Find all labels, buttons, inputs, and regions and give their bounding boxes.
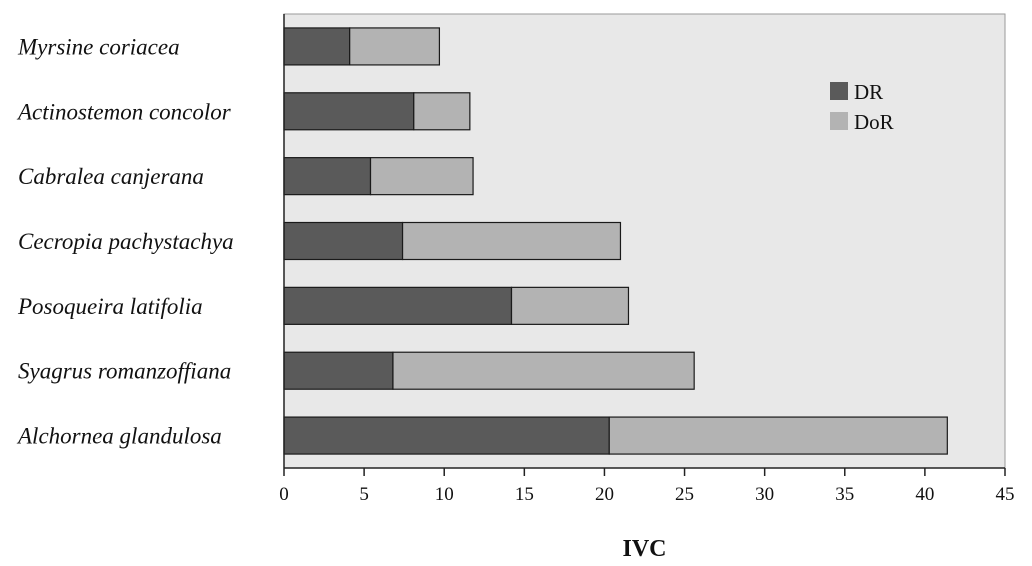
category-label: Cabralea canjerana [18,164,204,189]
category-labels: Myrsine coriacea Actinostemon concolor Cab… [16,34,234,448]
x-tick-label: 15 [515,484,534,505]
legend-swatch-dr [830,82,848,100]
x-tick-label: 20 [595,484,614,505]
bar-dor-4 [510,286,630,325]
bar-dr-0 [283,27,351,66]
bar-dor-3 [401,221,622,261]
bar-dr-4 [283,286,513,325]
bar-dr-2 [283,157,372,196]
x-tick-label: 30 [755,484,774,505]
category-label: Actinostemon concolor [16,99,232,124]
legend-label-dor: DoR [854,110,894,134]
x-tick-label: 40 [915,484,934,505]
legend: DR DoR [830,80,894,134]
bar-dr-6 [283,416,610,455]
category-label: Cecropia pachystachya [18,229,234,254]
x-tick-label: 0 [279,484,289,505]
legend-label-dr: DR [854,80,883,104]
bar-dor-2 [369,157,474,196]
bar-dr-3 [283,221,404,261]
bar-dor-6 [608,416,948,455]
category-label: Myrsine coriacea [17,34,180,59]
bar-dr-5 [283,351,394,390]
category-label: Alchornea glandulosa [16,424,222,449]
bar-dor-1 [413,92,471,131]
legend-swatch-dor [830,112,848,130]
bars-group [283,27,948,455]
x-tick-label: 25 [675,484,694,505]
category-label: Posoqueira latifolia [17,294,203,319]
x-tick-label: 10 [435,484,454,505]
x-axis-title: IVC [622,536,666,562]
x-tick-label: 45 [996,484,1015,505]
x-axis: 0 5 10 15 20 25 30 35 40 45 [279,14,1015,505]
bar-dor-5 [392,351,695,390]
x-tick-label: 35 [835,484,854,505]
x-tick-label: 5 [359,484,369,505]
bar-dor-0 [349,27,441,66]
category-label: Syagrus romanzoffiana [18,359,231,384]
bar-dr-1 [283,92,415,131]
